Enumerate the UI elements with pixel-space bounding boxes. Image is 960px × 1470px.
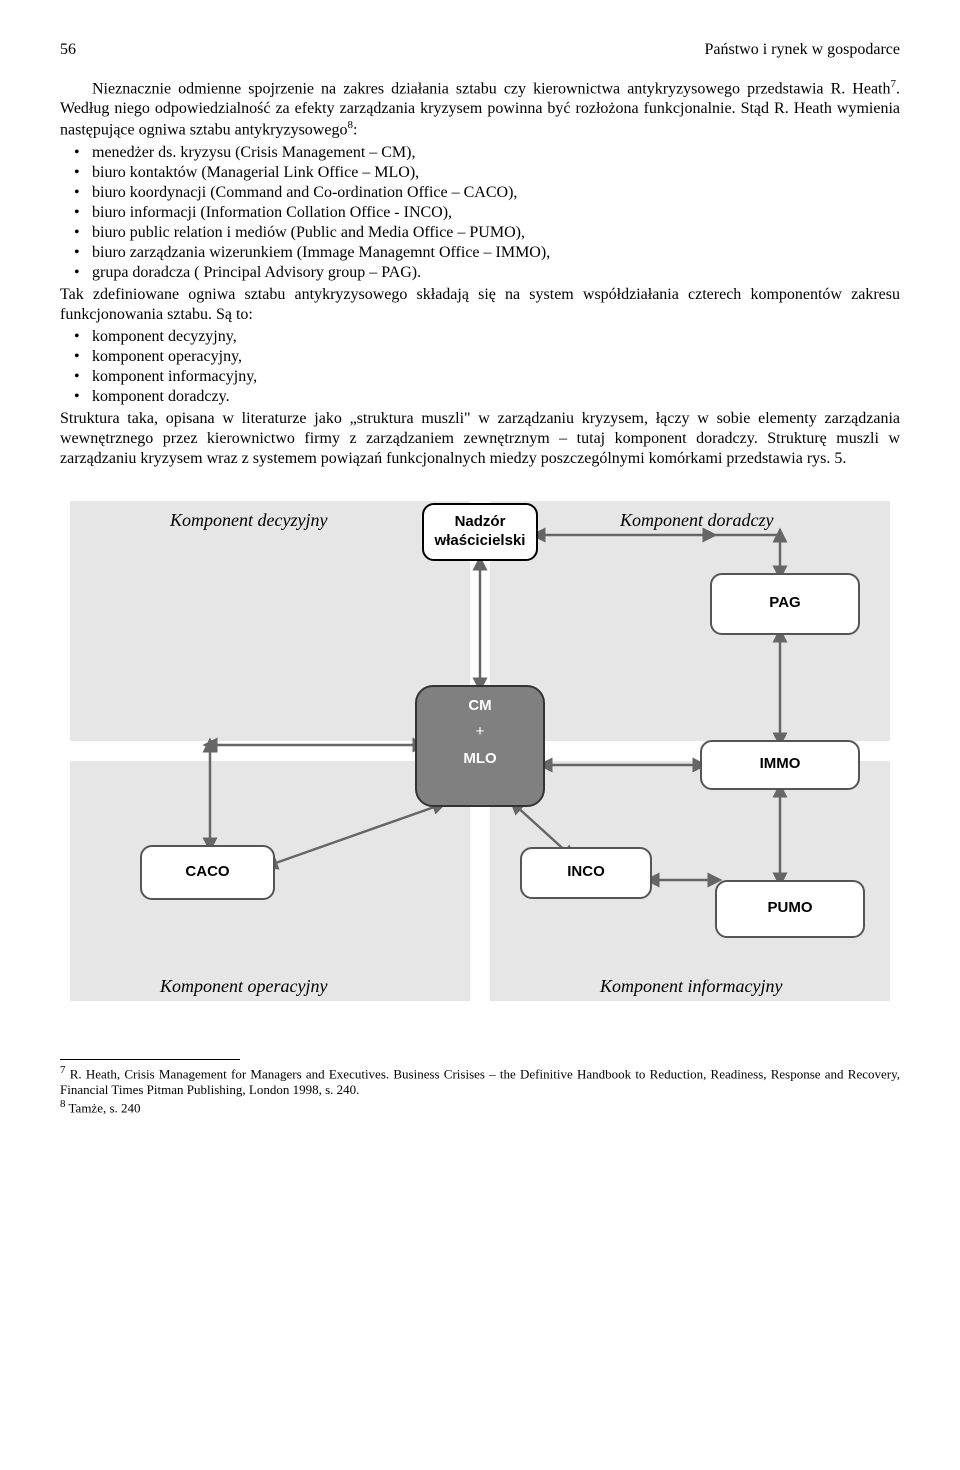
paragraph-2: Tak zdefiniowane ogniwa sztabu antykryzy… — [60, 285, 900, 325]
list-item: biuro kontaktów (Managerial Link Office … — [74, 163, 900, 183]
footnote-8: 8 Tamże, s. 240 — [60, 1098, 900, 1117]
list-item: biuro public relation i mediów (Public a… — [74, 223, 900, 243]
footnotes: 7 R. Heath, Crisis Management for Manage… — [60, 1064, 900, 1117]
footnote-rule — [60, 1059, 240, 1060]
node-pumo: PUMO — [715, 880, 865, 938]
node-caco: CACO — [140, 845, 275, 900]
list-item: komponent doradczy. — [74, 387, 900, 407]
label-informacyjny: Komponent informacyjny — [600, 975, 782, 998]
node-nadzor: Nadzór właścicielski — [422, 503, 538, 561]
node-immo: IMMO — [700, 740, 860, 790]
node-inco: INCO — [520, 847, 652, 899]
label-operacyjny: Komponent operacyjny — [160, 975, 327, 998]
list-item: komponent decyzyjny, — [74, 327, 900, 347]
footnote-7: 7 R. Heath, Crisis Management for Manage… — [60, 1064, 900, 1099]
list-item: biuro koordynacji (Command and Co-ordina… — [74, 183, 900, 203]
list-komponenty: komponent decyzyjny, komponent operacyjn… — [60, 327, 900, 407]
list-item: grupa doradcza ( Principal Advisory grou… — [74, 263, 900, 283]
figure-shell-structure: Komponent decyzyjny Komponent doradczy K… — [60, 485, 900, 1035]
list-item: komponent informacyjny, — [74, 367, 900, 387]
running-title: Państwo i rynek w gospodarce — [704, 40, 900, 60]
page-number: 56 — [60, 40, 76, 60]
paragraph-3: Struktura taka, opisana w literaturze ja… — [60, 409, 900, 469]
list-ogniwa: menedżer ds. kryzysu (Crisis Management … — [60, 143, 900, 283]
paragraph-1: Nieznacznie odmienne spojrzenie na zakre… — [60, 78, 900, 141]
list-item: menedżer ds. kryzysu (Crisis Management … — [74, 143, 900, 163]
node-center: CM + MLO — [415, 685, 545, 807]
label-doradczy: Komponent doradczy — [620, 509, 773, 532]
quad-decyzyjny — [70, 501, 470, 741]
list-item: biuro informacji (Information Collation … — [74, 203, 900, 223]
label-decyzyjny: Komponent decyzyjny — [170, 509, 327, 532]
node-pag: PAG — [710, 573, 860, 635]
list-item: biuro zarządzania wizerunkiem (Immage Ma… — [74, 243, 900, 263]
list-item: komponent operacyjny, — [74, 347, 900, 367]
